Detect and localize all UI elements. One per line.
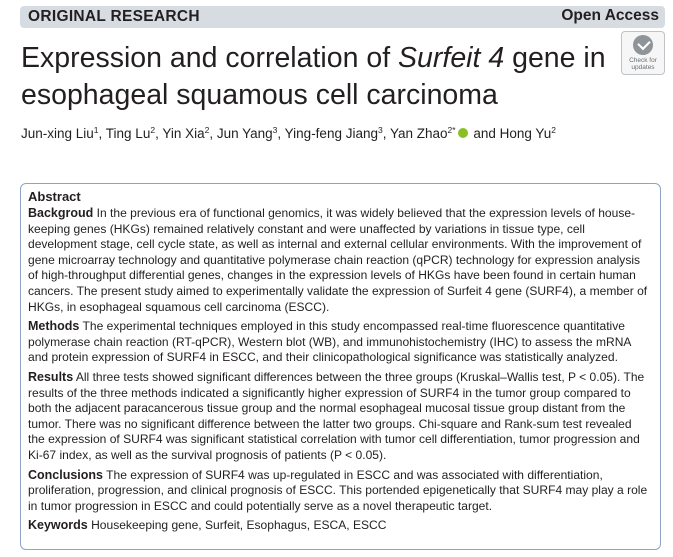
background-label: Backgroud <box>28 206 94 220</box>
abstract-background: Backgroud In the previous era of functio… <box>28 206 650 315</box>
methods-label: Methods <box>28 319 80 334</box>
check-updates-line1: Check for <box>629 57 657 64</box>
author-name[interactable]: Jun-xing Liu <box>21 126 94 141</box>
author-name[interactable]: Yin Xia <box>162 126 205 141</box>
check-for-updates-button[interactable]: Check for updates <box>621 31 665 75</box>
background-text: In the previous era of functional genomi… <box>28 206 648 314</box>
author-name[interactable]: Hong Yu <box>499 126 552 141</box>
check-updates-line2: updates <box>631 64 655 71</box>
author-list: Jun-xing Liu1, Ting Lu2, Yin Xia2, Jun Y… <box>21 125 556 141</box>
results-label: Results <box>28 369 74 384</box>
author-name[interactable]: Yan Zhao <box>390 126 448 141</box>
article-type-bar: ORIGINAL RESEARCH Open Access <box>20 6 665 28</box>
abstract-heading: Abstract <box>28 189 81 204</box>
article-title: Expression and correlation of Surfeit 4 … <box>21 42 606 111</box>
methods-text: The experimental techniques employed in … <box>28 319 631 365</box>
abstract-conclusions: Conclusions The expression of SURF4 was … <box>28 468 650 515</box>
article-type-label: ORIGINAL RESEARCH <box>28 8 200 25</box>
conclusions-label: Conclusions <box>28 467 104 482</box>
results-text: All three tests showed significant diffe… <box>28 369 645 462</box>
author-name[interactable]: Ying-feng Jiang <box>284 126 378 141</box>
abstract-box: Abstract Backgroud In the previous era o… <box>20 183 661 550</box>
check-updates-icon <box>633 35 653 55</box>
author-name[interactable]: Ting Lu <box>105 126 151 141</box>
author-name[interactable]: Jun Yang <box>216 126 273 141</box>
keywords-label: Keywords <box>28 518 88 533</box>
open-access-label[interactable]: Open Access <box>561 7 659 24</box>
keywords-text: Housekeeping gene, Surfeit, Esophagus, E… <box>91 518 387 533</box>
conclusions-text: The expression of SURF4 was up-regulated… <box>28 467 648 513</box>
abstract-results: Results All three tests showed significa… <box>28 370 650 464</box>
abstract-keywords: Keywords Housekeeping gene, Surfeit, Eso… <box>28 518 650 534</box>
abstract-methods: Methods The experimental techniques empl… <box>28 319 650 366</box>
gene-name: Surfeit 4 <box>398 42 505 74</box>
authors-and: and <box>473 126 496 141</box>
orcid-icon[interactable] <box>457 128 468 138</box>
